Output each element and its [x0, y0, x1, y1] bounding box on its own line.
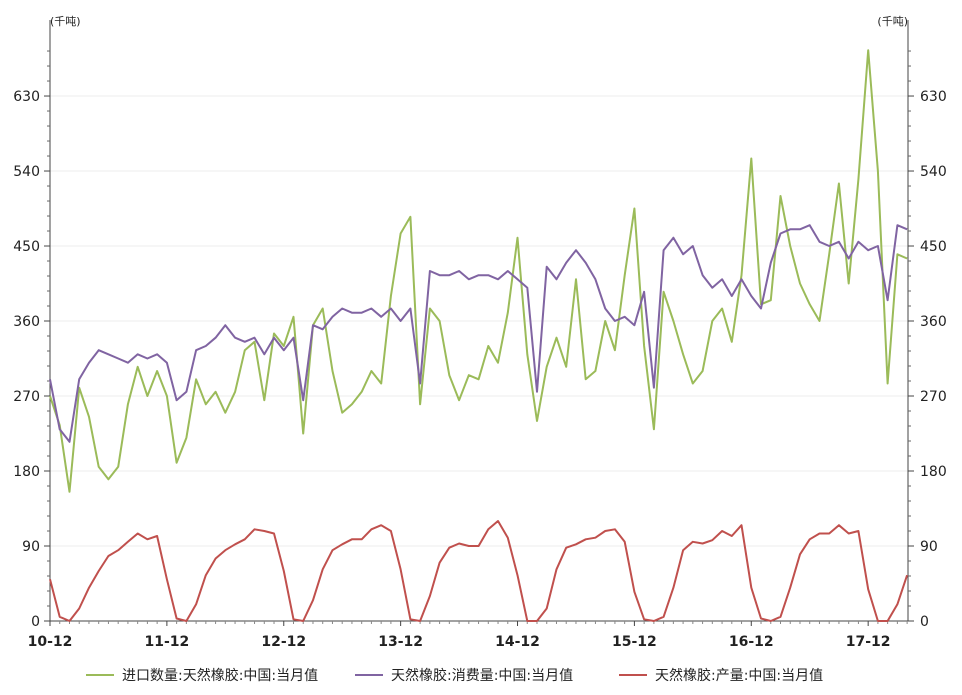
- unit-label-right: (千吨): [877, 15, 908, 28]
- x-tick-label: 15-12: [612, 634, 657, 650]
- y-tick-label-left: 90: [22, 539, 40, 555]
- y-tick-label-right: 450: [920, 239, 947, 255]
- y-tick-label-right: 180: [920, 464, 947, 480]
- legend-label-2: 天然橡胶:产量:中国:当月值: [655, 667, 823, 684]
- legend-label-1: 天然橡胶:消费量:中国:当月值: [391, 667, 573, 684]
- y-tick-label-left: 630: [13, 89, 40, 105]
- y-tick-label-left: 180: [13, 464, 40, 480]
- y-tick-label-right: 360: [920, 314, 947, 330]
- x-tick-label: 17-12: [846, 634, 891, 650]
- y-tick-label-left: 360: [13, 314, 40, 330]
- series-line-2: [49, 520, 909, 622]
- y-tick-label-left: 270: [13, 389, 40, 405]
- y-tick-label-right: 540: [920, 164, 947, 180]
- x-tick-label: 13-12: [378, 634, 423, 650]
- x-tick-label: 14-12: [495, 634, 540, 650]
- series-lines: [49, 49, 909, 622]
- y-tick-label-right: 630: [920, 89, 947, 105]
- x-tick-label: 10-12: [28, 634, 73, 650]
- x-axis: 10-12 11-12 12-12 13-12 14-12 15-12 16-12 17-12: [28, 621, 908, 650]
- x-tick-label: 16-12: [729, 634, 774, 650]
- y-axis-right: 0 90 180 270 360 450 540 630: [908, 50, 947, 630]
- x-tick-label: 11-12: [144, 634, 189, 650]
- y-tick-label-right: 90: [920, 539, 938, 555]
- series-line-1: [49, 224, 908, 443]
- legend: 进口数量:天然橡胶:中国:当月值 天然橡胶:消费量:中国:当月值 天然橡胶:产量:中…: [86, 667, 823, 684]
- y-tick-label-right: 270: [920, 389, 947, 405]
- y-tick-label-left: 0: [31, 614, 40, 630]
- y-axis-left: 0 90 180 270 360 450 540 630: [13, 50, 50, 630]
- legend-label-0: 进口数量:天然橡胶:中国:当月值: [122, 667, 318, 684]
- series-line-0: [49, 49, 908, 493]
- y-tick-label-right: 0: [920, 614, 929, 630]
- x-tick-label: 12-12: [261, 634, 306, 650]
- y-tick-label-left: 450: [13, 239, 40, 255]
- y-tick-label-left: 540: [13, 164, 40, 180]
- unit-label-left: (千吨): [50, 15, 81, 28]
- gridlines: [50, 95, 908, 547]
- axes: [49, 20, 909, 622]
